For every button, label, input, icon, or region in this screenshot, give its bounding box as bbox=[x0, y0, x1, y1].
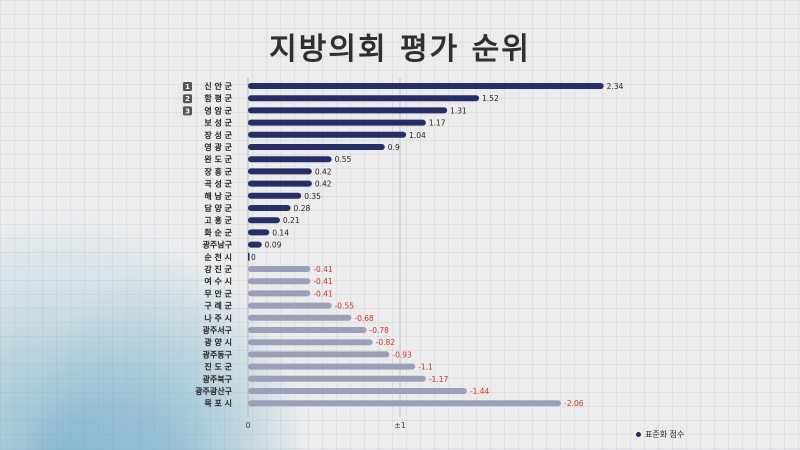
bar bbox=[248, 156, 332, 163]
bar bbox=[248, 217, 280, 224]
category-label: 신 안 군 bbox=[204, 81, 232, 91]
category-label: 고 흥 군 bbox=[204, 215, 232, 225]
category-label: 함 평 군 bbox=[204, 93, 232, 103]
bar bbox=[248, 290, 311, 297]
category-label: 강 진 군 bbox=[204, 264, 232, 274]
value-label: 1.31 bbox=[450, 106, 467, 115]
category-label: 광주북구 bbox=[203, 374, 233, 384]
value-label: -1.17 bbox=[429, 375, 449, 384]
legend: 표준화 점수 bbox=[636, 429, 684, 440]
category-label: 완 도 군 bbox=[204, 154, 232, 164]
rank-badge bbox=[183, 82, 192, 91]
value-label: 0.9 bbox=[388, 143, 400, 152]
value-label: -0.68 bbox=[354, 314, 374, 323]
value-label: 1.17 bbox=[429, 119, 446, 128]
bar bbox=[248, 131, 407, 138]
category-label: 곡 성 군 bbox=[204, 179, 232, 189]
category-label: 무 안 군 bbox=[204, 288, 232, 298]
background-crowd-photo bbox=[0, 220, 300, 450]
rank-badge-number: 2 bbox=[185, 95, 190, 103]
bar bbox=[248, 180, 312, 187]
bar bbox=[248, 302, 332, 309]
value-label: 0.21 bbox=[283, 216, 300, 225]
bar bbox=[248, 375, 426, 382]
x-tick-label: ±1 bbox=[394, 421, 406, 430]
bar bbox=[248, 351, 390, 358]
value-label: 0.42 bbox=[315, 167, 332, 176]
bar bbox=[248, 192, 302, 199]
value-label: 0 bbox=[251, 253, 256, 262]
value-label: 1.52 bbox=[482, 94, 499, 103]
bar bbox=[248, 388, 467, 394]
category-label: 화 순 군 bbox=[204, 227, 232, 237]
value-label: -0.93 bbox=[392, 350, 412, 359]
bar bbox=[248, 266, 311, 272]
category-label: 광주동구 bbox=[203, 349, 233, 359]
category-label: 나 주 시 bbox=[204, 313, 232, 323]
value-label: 0.09 bbox=[265, 241, 282, 250]
rank-badge bbox=[183, 106, 192, 116]
value-label: 0.14 bbox=[272, 228, 289, 237]
bar bbox=[248, 119, 426, 126]
value-label: -0.41 bbox=[313, 277, 333, 286]
category-label: 보 성 군 bbox=[204, 118, 232, 128]
value-label: -1.1 bbox=[418, 363, 433, 372]
rank-badge-number: 1 bbox=[185, 83, 190, 91]
category-label: 장 성 군 bbox=[204, 130, 232, 140]
bar bbox=[248, 95, 480, 102]
category-label: 영 광 군 bbox=[204, 142, 232, 152]
value-label: 0.35 bbox=[304, 192, 321, 201]
value-label: -0.41 bbox=[313, 289, 333, 298]
chart-title: 지방의회 평가 순위 bbox=[269, 32, 531, 67]
value-label: 0.42 bbox=[315, 180, 332, 189]
category-label: 광주광산구 bbox=[195, 386, 232, 396]
value-label: -1.44 bbox=[470, 387, 490, 396]
rank-badge-number: 3 bbox=[185, 107, 190, 115]
value-label: 0.55 bbox=[335, 155, 352, 164]
bar bbox=[248, 107, 448, 114]
category-label: 담 양 군 bbox=[204, 203, 232, 213]
bar bbox=[248, 327, 367, 333]
value-label: -0.82 bbox=[376, 338, 396, 347]
category-label: 장 흥 군 bbox=[204, 166, 232, 176]
bar bbox=[248, 314, 352, 321]
category-label: 순 천 시 bbox=[204, 252, 232, 262]
value-label: -0.41 bbox=[313, 265, 333, 274]
category-label: 구 례 군 bbox=[204, 301, 232, 311]
category-label: 해 남 군 bbox=[204, 191, 232, 201]
bar bbox=[248, 363, 416, 370]
bar bbox=[248, 229, 270, 236]
bar bbox=[248, 168, 312, 175]
bar bbox=[248, 400, 562, 407]
bar bbox=[248, 252, 250, 261]
rank-badge bbox=[183, 94, 192, 104]
value-label: 0.28 bbox=[294, 204, 311, 213]
category-label: 광 양 시 bbox=[204, 337, 232, 347]
category-label: 목 포 시 bbox=[204, 399, 232, 408]
value-label: -2.06 bbox=[564, 399, 584, 408]
value-label: -0.55 bbox=[335, 302, 355, 311]
bar bbox=[248, 339, 373, 346]
x-tick-label: 0 bbox=[245, 421, 250, 430]
bar bbox=[248, 241, 262, 248]
category-label: 광주남구 bbox=[203, 240, 233, 250]
legend-label: 표준화 점수 bbox=[645, 430, 685, 439]
bar bbox=[248, 205, 291, 211]
value-label: 1.04 bbox=[409, 131, 426, 140]
category-label: 영 암 군 bbox=[204, 105, 232, 115]
legend-marker bbox=[636, 432, 641, 437]
bar bbox=[248, 278, 311, 285]
category-label: 여 수 시 bbox=[204, 276, 232, 286]
category-label: 진 도 군 bbox=[204, 362, 232, 372]
bar bbox=[248, 83, 604, 89]
value-label: 2.34 bbox=[607, 82, 624, 91]
category-label: 광주서구 bbox=[203, 325, 233, 335]
bar bbox=[248, 144, 385, 150]
value-label: -0.78 bbox=[370, 326, 390, 335]
